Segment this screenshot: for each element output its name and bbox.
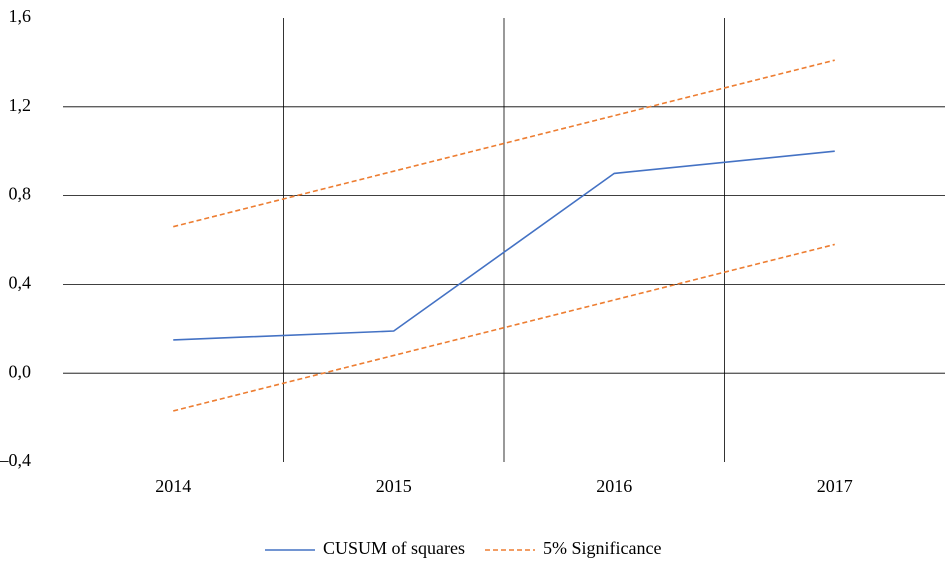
x-tick-label: 2015 [376, 476, 412, 496]
y-tick-label: 0,4 [9, 273, 32, 293]
series-line [173, 243, 835, 412]
series-line [173, 150, 835, 341]
y-tick-label: 1,2 [9, 95, 32, 115]
y-tick-label: 0,0 [9, 361, 32, 381]
y-tick-label: 1,6 [9, 6, 32, 26]
series-line [173, 59, 835, 228]
x-tick-label: 2014 [155, 476, 191, 496]
x-tick-label: 2016 [596, 476, 632, 496]
x-tick-label: 2017 [817, 476, 853, 496]
y-tick-label: –0,4 [0, 450, 31, 470]
y-tick-label: 0,8 [9, 184, 32, 204]
legend-label: 5% Significance [543, 538, 661, 558]
legend-label: CUSUM of squares [323, 538, 465, 558]
